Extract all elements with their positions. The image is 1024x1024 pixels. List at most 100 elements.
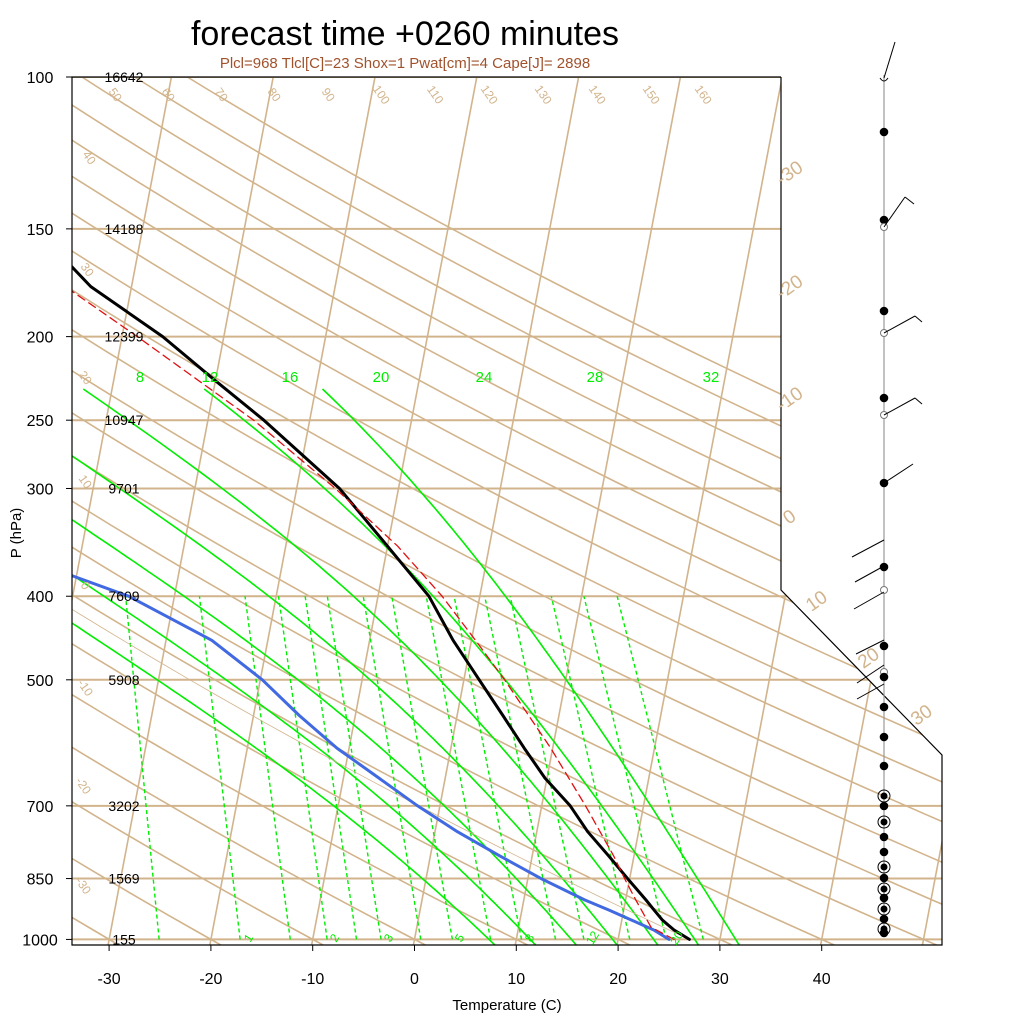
- dry-adiabat-label: 90: [319, 85, 338, 104]
- moist-adiabat-label: 16: [282, 369, 299, 386]
- x-tick-label: 30: [711, 971, 729, 988]
- wind-dot-marker: [879, 641, 889, 651]
- isotherm-label: 10: [802, 587, 831, 616]
- wind-barb: [883, 196, 906, 228]
- dry-adiabat-label: 150: [640, 82, 663, 107]
- dry-adiabat-line: [72, 77, 942, 945]
- wind-barb: [856, 664, 885, 684]
- height-label: 16642: [105, 69, 144, 85]
- isotherm-line: [718, 77, 885, 945]
- height-label: 14188: [105, 221, 144, 237]
- mixing-ratio-line: [304, 596, 358, 940]
- wind-barb-flag: [904, 196, 915, 205]
- temperature-profile: [72, 77, 691, 941]
- y-tick-label: 300: [27, 481, 54, 498]
- wind-dot-marker: [879, 672, 889, 682]
- moist-adiabat-label: 32: [703, 369, 720, 386]
- mixing-ratio-line: [583, 596, 667, 940]
- height-label: 10947: [105, 412, 144, 428]
- wind-dot-marker: [879, 393, 889, 403]
- moist-adiabat-line: [72, 388, 496, 945]
- mixing-ratio-line: [198, 596, 241, 940]
- wind-dot-marker: [879, 761, 889, 771]
- height-label: 3202: [108, 798, 139, 814]
- wind-ring-dot: [880, 885, 888, 893]
- wind-ring-marker: [877, 815, 891, 829]
- chart-subtitle: Plcl=968 Tlcl[C]=23 Shox=1 Pwat[cm]=4 Ca…: [220, 55, 590, 72]
- wind-dot-marker: [879, 702, 889, 712]
- dry-adiabat-label: 50: [106, 85, 125, 104]
- dry-adiabat-label: 110: [424, 83, 447, 107]
- wind-open-marker: [880, 586, 888, 594]
- x-tick-label: 40: [813, 971, 831, 988]
- mixing-ratio-line: [326, 596, 382, 940]
- dry-adiabat-line: [72, 77, 942, 945]
- x-tick-label: -10: [301, 971, 324, 988]
- wind-barb: [883, 41, 896, 79]
- isotherm-label: 0: [779, 506, 800, 529]
- height-label: 7609: [108, 588, 139, 604]
- x-tick-label: 20: [609, 971, 627, 988]
- dry-adiabat-label: 160: [692, 82, 715, 107]
- wind-barb-flag: [914, 315, 923, 323]
- y-tick-label: 700: [27, 799, 54, 816]
- y-tick-label: 400: [27, 589, 54, 606]
- wind-barb-flag: [914, 397, 923, 405]
- moist-adiabat-label: 8: [136, 369, 144, 386]
- dry-adiabat-line: [72, 77, 937, 945]
- dry-adiabat-line: [72, 77, 942, 945]
- mixing-ratio-line: [244, 596, 291, 940]
- isotherm-line: [819, 77, 942, 945]
- dry-adiabat-label: 130: [532, 82, 555, 107]
- dry-adiabat-label: 20: [76, 368, 95, 387]
- isotherm-label: -10: [773, 383, 808, 416]
- moist-adiabat-label: 20: [373, 369, 390, 386]
- wind-barb: [883, 315, 916, 334]
- wind-dot-marker: [879, 127, 889, 137]
- height-label: 12399: [105, 329, 144, 345]
- mixing-ratio-label: 1: [241, 931, 257, 944]
- dry-adiabat-line: [72, 77, 942, 945]
- wind-ring-dot: [880, 905, 888, 913]
- parcel-profile: [72, 285, 675, 941]
- wind-dot-marker: [879, 732, 889, 742]
- y-axis-title: P (hPa): [8, 508, 25, 559]
- height-label: 1569: [108, 871, 139, 887]
- mixing-ratio-label: 2: [327, 931, 343, 944]
- wind-barb: [883, 397, 916, 416]
- y-tick-label: 100: [27, 70, 54, 87]
- y-tick-label: 500: [27, 673, 54, 690]
- isotherm-line: [616, 77, 783, 945]
- dry-adiabat-line: [81, 77, 942, 945]
- wind-barb: [883, 463, 914, 484]
- wind-dot-marker: [879, 914, 889, 924]
- chart-title: forecast time +0260 minutes: [191, 15, 619, 53]
- isotherm-label: -20: [773, 271, 808, 304]
- y-tick-label: 1000: [22, 932, 58, 949]
- dry-adiabat-label: 140: [586, 82, 609, 107]
- wind-barb: [853, 591, 885, 610]
- mixing-ratio-line: [277, 596, 328, 940]
- mixing-ratio-line: [453, 596, 523, 940]
- wind-dot-marker: [879, 847, 889, 857]
- dry-adiabat-line: [72, 77, 942, 945]
- dry-adiabat-line: [72, 77, 942, 945]
- isotherm-line: [514, 77, 682, 945]
- dry-adiabat-line: [186, 77, 942, 945]
- dry-adiabat-label: 80: [265, 85, 284, 104]
- wind-dot-marker: [879, 801, 889, 811]
- moisture-lines: [72, 388, 740, 945]
- wind-dot-marker: [879, 306, 889, 316]
- y-tick-label: 150: [27, 222, 54, 239]
- x-tick-label: -30: [98, 971, 121, 988]
- isotherm-line: [921, 77, 942, 945]
- dry-adiabat-line: [72, 77, 942, 945]
- mixing-ratio-label: 8: [522, 931, 538, 944]
- dry-adiabat-line: [72, 77, 733, 945]
- wind-barb: [855, 639, 885, 655]
- isotherm-line: [209, 77, 376, 945]
- mixing-ratio-line: [391, 596, 454, 940]
- mixing-ratio-line: [124, 596, 160, 940]
- dry-adiabat-line: [72, 77, 835, 945]
- height-label: 5908: [108, 672, 139, 688]
